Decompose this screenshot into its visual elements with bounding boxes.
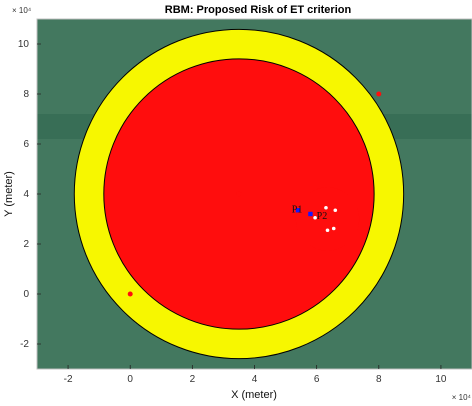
plot-content: P1 P2 (37, 19, 472, 369)
white-point-5 (313, 215, 317, 220)
x-tick-label-4: 4 (252, 374, 258, 385)
chart-title: RBM: Proposed Risk of ET criterion (165, 4, 352, 16)
white-point-2 (333, 208, 338, 213)
x-exponent-label: × 10⁴ (452, 393, 472, 402)
y-exponent-label: × 10⁴ (12, 6, 32, 15)
x-tick-label-5: 6 (314, 374, 320, 385)
plot-area: P1 P2 (36, 18, 472, 370)
white-point-1 (324, 205, 328, 210)
y-tick-label-3: 2 (23, 239, 29, 250)
red-point-3 (236, 191, 242, 197)
red-point-1 (127, 291, 133, 297)
white-point-3 (325, 228, 330, 233)
x-tick-label-3: 2 (190, 374, 196, 385)
x-tick-label-7: 10 (435, 374, 447, 385)
axis-labels: X (meter) Y (meter) × 10⁴ × 10⁴ (3, 6, 472, 402)
x-tick-label-6: 8 (376, 374, 382, 385)
y-tick-label-7: 10 (18, 39, 30, 50)
y-tick-label-1: -2 (20, 339, 29, 350)
x-axis-label: X (meter) (231, 389, 277, 401)
white-point-4 (331, 226, 336, 231)
y-tick-label-4: 4 (23, 189, 29, 200)
y-tick-label-2: 0 (23, 289, 29, 300)
red-risk-region-lobe-fill (295, 187, 360, 251)
annotation-2: P2 (317, 211, 328, 222)
y-tick-label-5: 6 (23, 139, 29, 150)
x-tick-label-1: -2 (64, 374, 73, 385)
blue-point-1 (295, 208, 301, 213)
x-tick-label-2: 0 (127, 374, 133, 385)
red-point-2 (376, 91, 382, 97)
blue-point-2 (308, 211, 313, 217)
axis-ticks: -2 0 2 4 6 8 10 -2 0 2 4 6 8 10 (18, 39, 447, 385)
y-axis-label: Y (meter) (3, 171, 15, 217)
y-tick-label-6: 8 (23, 89, 29, 100)
annotation-1: P1 (292, 205, 303, 216)
